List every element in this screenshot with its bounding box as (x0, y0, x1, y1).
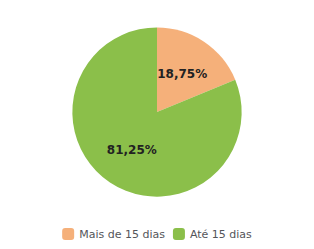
svg-text:Mais de 15 dias: Mais de 15 dias (79, 228, 165, 241)
svg-text:18,75%: 18,75% (157, 67, 207, 81)
svg-text:Até 15 dias: Até 15 dias (190, 228, 252, 241)
svg-text:81,25%: 81,25% (107, 143, 157, 157)
